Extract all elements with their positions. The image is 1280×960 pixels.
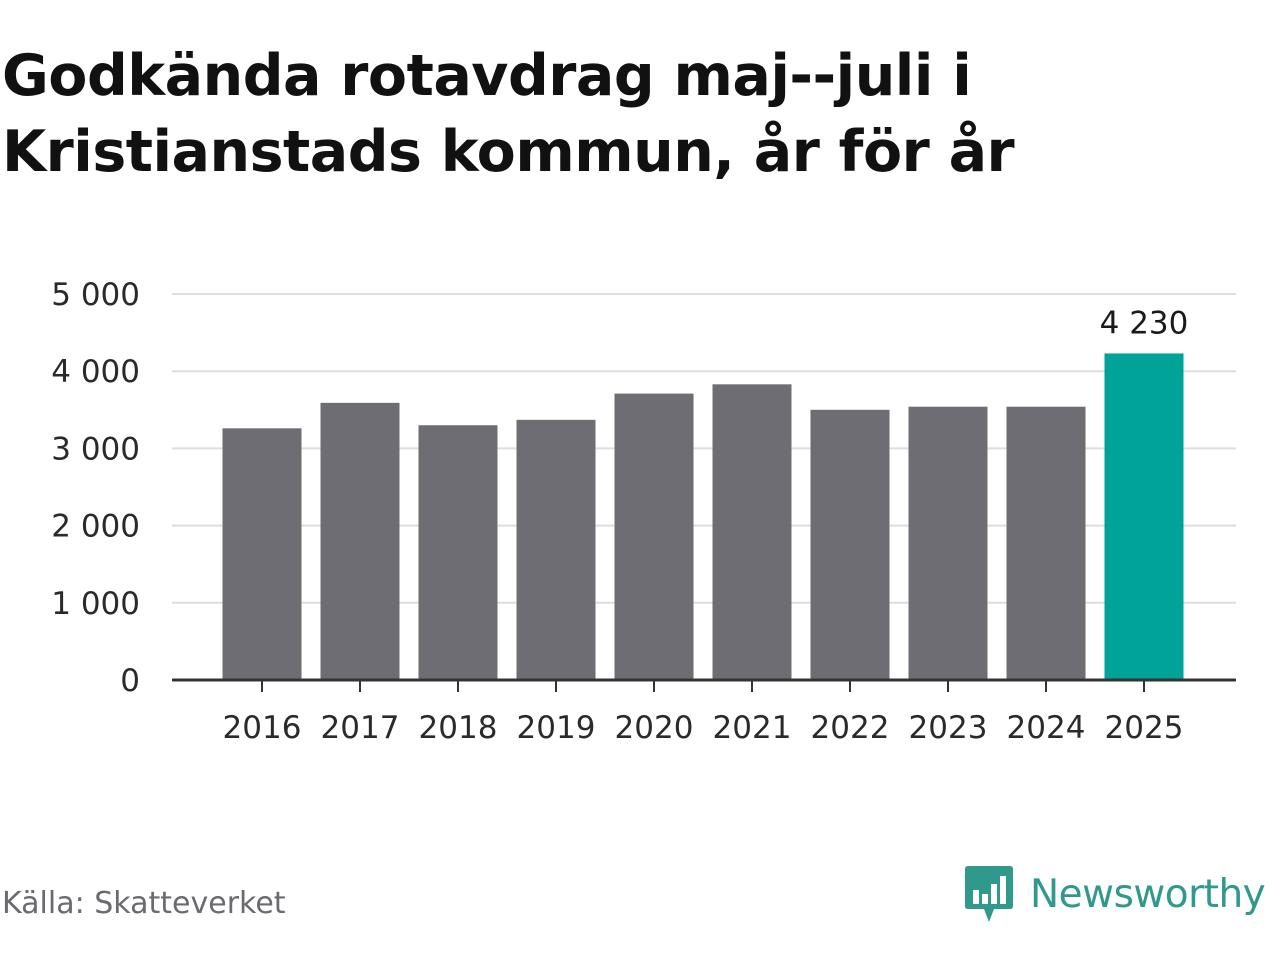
x-tick-label: 2016: [223, 710, 302, 746]
y-tick-label: 3 000: [51, 431, 140, 467]
x-axis: [172, 678, 1236, 692]
x-tick-label: 2024: [1007, 710, 1086, 746]
x-tick-label: 2019: [517, 710, 596, 746]
x-tick-label: 2023: [909, 710, 988, 746]
bar: [320, 402, 400, 680]
bar: [712, 384, 792, 680]
x-tick-label: 2021: [713, 710, 792, 746]
bar: [1104, 353, 1184, 680]
brand: Newsworthy: [964, 864, 1266, 924]
x-tick-label: 2018: [419, 710, 498, 746]
y-tick-label: 4 000: [51, 354, 140, 390]
x-tick-label: 2025: [1105, 710, 1184, 746]
newsworthy-logo-icon: [965, 866, 1013, 922]
y-tick-label: 1 000: [51, 586, 140, 622]
source-note: Källa: Skatteverket: [2, 886, 286, 921]
brand-name: Newsworthy: [1030, 871, 1266, 917]
bar: [908, 406, 988, 680]
bar: [810, 409, 890, 680]
y-tick-label: 2 000: [51, 509, 140, 545]
x-tick-label: 2017: [321, 710, 400, 746]
bars: [222, 353, 1184, 680]
bar: [222, 428, 302, 680]
bar: [516, 419, 596, 680]
y-tick-label: 0: [120, 663, 140, 699]
data-label: 4 230: [1100, 305, 1189, 341]
x-tick-label: 2020: [615, 710, 694, 746]
bar: [418, 425, 498, 680]
x-tick-label: 2022: [811, 710, 890, 746]
bar: [614, 393, 694, 680]
chart-title: Godkända rotavdrag maj--juli i Kristians…: [2, 43, 1015, 185]
labels: 0 1 000 2 000 3 000 4 000 5 000 2016 2017 2018 20…: [51, 277, 1188, 746]
bar: [1006, 406, 1086, 680]
y-tick-label: 5 000: [51, 277, 140, 313]
